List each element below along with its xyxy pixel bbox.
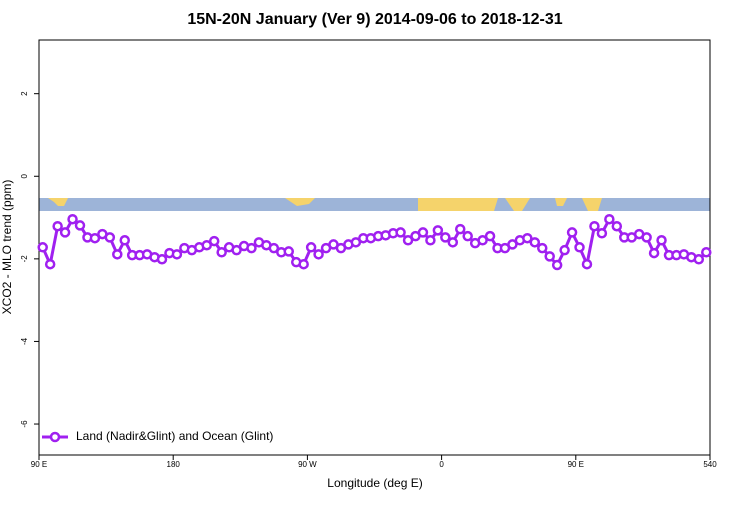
- data-point: [402, 235, 414, 246]
- data-point: [395, 227, 406, 238]
- data-point: [648, 247, 660, 259]
- data-point: [462, 230, 473, 242]
- data-point: [425, 235, 436, 246]
- data-point: [37, 242, 48, 253]
- data-point: [641, 232, 652, 243]
- x-tick-label: 90 W: [298, 460, 317, 469]
- data-point: [44, 258, 56, 270]
- data-point: [112, 249, 123, 260]
- data-point: [477, 235, 488, 246]
- data-point: [507, 239, 518, 250]
- land-shapes: [48, 198, 602, 211]
- data-point: [596, 228, 608, 239]
- data-point: [693, 254, 705, 265]
- x-tick-label: 540: [703, 460, 717, 469]
- data-point: [522, 232, 533, 244]
- x-tick-label: 0: [439, 460, 444, 469]
- data-point: [701, 246, 712, 258]
- legend: Land (Nadir&Glint) and Ocean (Glint): [42, 429, 273, 443]
- data-point: [566, 227, 578, 238]
- data-point: [52, 220, 63, 232]
- data-point: [611, 220, 623, 232]
- data-point: [268, 242, 280, 254]
- data-point: [231, 244, 242, 256]
- data-point: [246, 242, 257, 254]
- data-point: [89, 232, 101, 244]
- data-point: [67, 213, 78, 225]
- data-point: [537, 242, 548, 254]
- data-point: [559, 244, 570, 256]
- y-axis-label: XCO2 - MLO trend (ppm): [0, 180, 14, 315]
- data-point: [529, 237, 541, 248]
- data-point: [313, 249, 324, 260]
- data-point: [589, 220, 600, 232]
- data-point: [156, 254, 168, 265]
- data-point: [298, 258, 309, 270]
- y-tick-label: -2: [20, 255, 29, 263]
- data-point: [604, 213, 615, 225]
- data-point: [574, 242, 585, 253]
- y-tick-label: 2: [20, 91, 29, 96]
- data-point: [201, 239, 212, 251]
- legend-label: Land (Nadir&Glint) and Ocean (Glint): [76, 429, 273, 443]
- y-tick-label: -4: [20, 337, 29, 345]
- x-tick-label: 180: [167, 460, 181, 469]
- data-point: [551, 259, 563, 271]
- data-point: [656, 235, 667, 246]
- x-tick-label: 90 E: [31, 460, 47, 469]
- y-tick-label: -6: [20, 420, 29, 428]
- data-point: [447, 237, 459, 248]
- plot-frame: [38, 39, 711, 456]
- data-point: [454, 223, 466, 235]
- data-point: [283, 246, 295, 257]
- data-point: [432, 225, 444, 236]
- data-point: [484, 230, 496, 242]
- data-point: [74, 220, 86, 231]
- data-point: [208, 235, 220, 247]
- data-point: [216, 246, 227, 258]
- data-point: [581, 258, 593, 270]
- data-point: [59, 227, 71, 238]
- data-point: [104, 232, 116, 243]
- x-tick-label: 90 E: [568, 460, 584, 469]
- data-point: [417, 227, 429, 238]
- data-point: [544, 251, 555, 262]
- data-point: [350, 237, 362, 248]
- chart-title: 15N-20N January (Ver 9) 2014-09-06 to 20…: [187, 11, 562, 28]
- y-tick-label: 0: [20, 173, 29, 178]
- data-point: [171, 249, 183, 260]
- map-strip: [39, 198, 710, 211]
- data-point: [119, 235, 130, 246]
- x-axis-label: Longitude (deg E): [327, 476, 422, 490]
- data-point: [440, 232, 451, 243]
- data-point: [305, 242, 317, 253]
- ocean-band: [39, 198, 710, 211]
- legend-marker: [49, 431, 61, 443]
